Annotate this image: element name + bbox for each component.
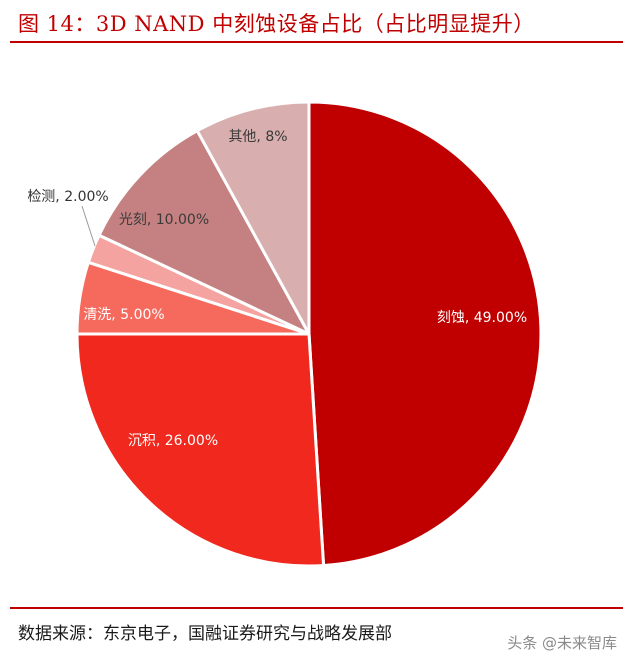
slice-label-3: 清洗, 5.00%	[83, 307, 164, 323]
figure-title: 图 14：3D NAND 中刻蚀设备占比（占比明显提升）	[18, 12, 535, 36]
pie-slice-1	[307, 100, 543, 568]
leader-line-jiance	[81, 205, 96, 247]
slice-label-2: 沉积, 26.00%	[128, 433, 218, 449]
source-divider	[10, 607, 623, 609]
title-divider	[10, 41, 623, 43]
slice-label-6: 其他, 8%	[228, 129, 287, 145]
pie-chart: 刻蚀, 49.00% 沉积, 26.00% 清洗, 5.00% 检测, 2.00% 光刻…	[27, 100, 543, 568]
pie-slice-5	[97, 129, 311, 336]
watermark: 头条 @未来智库	[507, 634, 617, 652]
slice-label-4: 检测, 2.00%	[27, 189, 108, 205]
source-note: 数据来源：东京电子，国融证券研究与战略发展部	[18, 624, 392, 644]
slice-label-1: 刻蚀, 49.00%	[437, 310, 527, 326]
pie-slice-6	[195, 100, 311, 336]
slice-label-5: 光刻, 10.00%	[119, 212, 209, 228]
pie-slice-2	[75, 332, 326, 568]
